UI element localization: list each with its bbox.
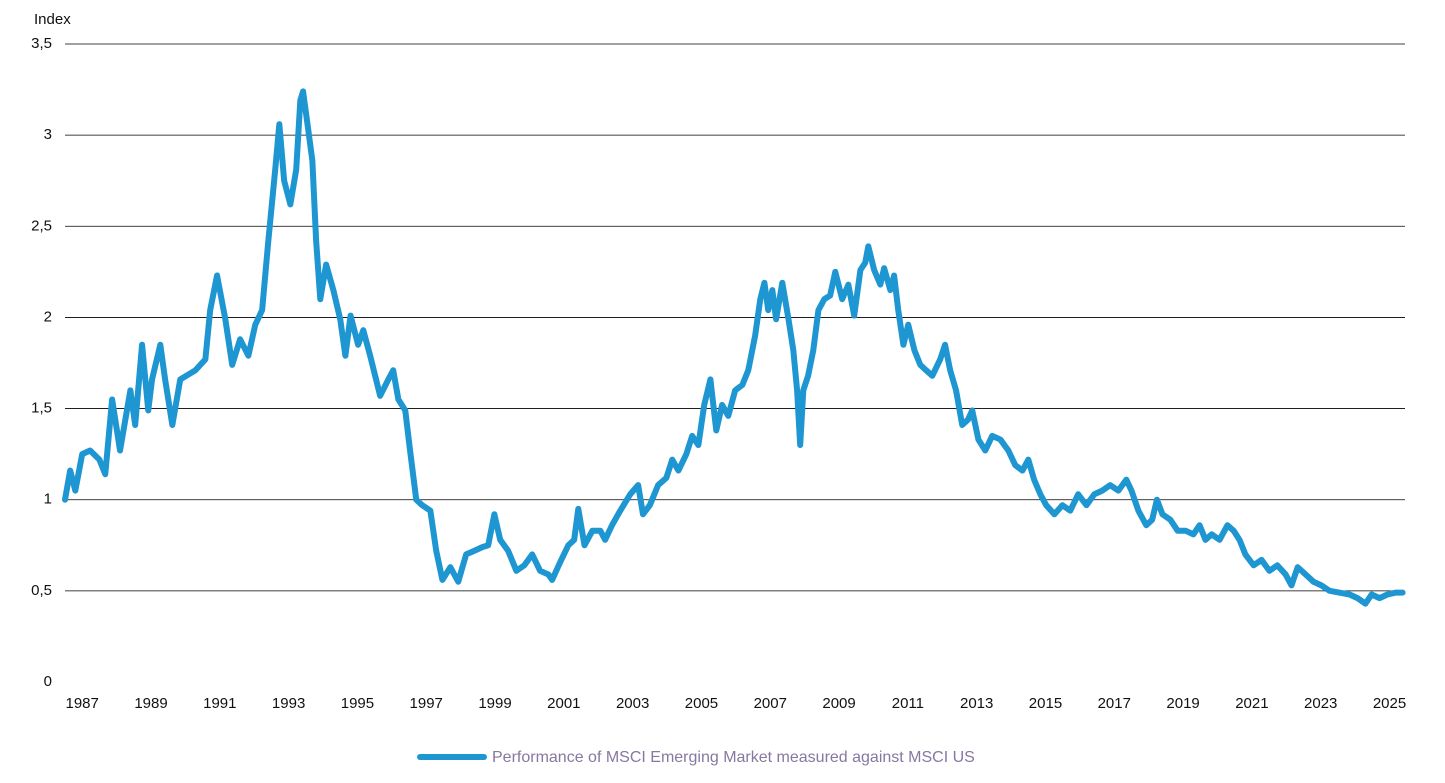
x-tick-label: 2001 xyxy=(547,695,580,712)
x-tick-label: 2013 xyxy=(960,695,993,712)
x-tick-label: 1987 xyxy=(66,695,99,712)
y-tick-label: 1 xyxy=(44,491,52,508)
y-tick-label: 0,5 xyxy=(31,582,52,599)
x-tick-label: 1989 xyxy=(134,695,167,712)
y-tick-label: 3,5 xyxy=(31,35,52,52)
x-tick-label: 1999 xyxy=(478,695,511,712)
x-tick-label: 2025 xyxy=(1373,695,1406,712)
y-tick-label: 1,5 xyxy=(31,400,52,417)
x-tick-label: 2011 xyxy=(892,695,924,712)
x-tick-label: 2017 xyxy=(1098,695,1131,712)
y-tick-label: 2 xyxy=(44,308,52,325)
y-tick-label: 0 xyxy=(44,673,52,690)
y-axis-label: Index xyxy=(34,11,71,28)
x-tick-label: 2023 xyxy=(1304,695,1337,712)
x-tick-label: 1997 xyxy=(410,695,443,712)
x-tick-label: 2009 xyxy=(822,695,855,712)
x-tick-label: 1995 xyxy=(341,695,374,712)
x-tick-label: 1993 xyxy=(272,695,305,712)
legend-label: Performance of MSCI Emerging Market meas… xyxy=(492,749,975,766)
x-tick-label: 2019 xyxy=(1166,695,1199,712)
y-tick-label: 2,5 xyxy=(31,217,52,234)
x-tick-label: 2021 xyxy=(1235,695,1268,712)
x-tick-label: 1991 xyxy=(203,695,236,712)
x-tick-label: 2007 xyxy=(754,695,787,712)
x-tick-label: 2015 xyxy=(1029,695,1062,712)
x-tick-label: 2003 xyxy=(616,695,649,712)
x-tick-label: 2005 xyxy=(685,695,718,712)
data-line xyxy=(62,88,1406,607)
y-tick-label: 3 xyxy=(44,126,52,143)
